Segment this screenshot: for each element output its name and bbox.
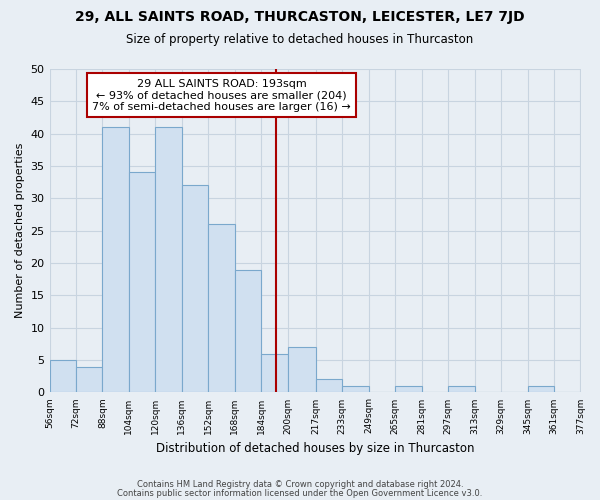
Y-axis label: Number of detached properties: Number of detached properties xyxy=(15,143,25,318)
Bar xyxy=(50,360,76,392)
Bar xyxy=(448,386,475,392)
Bar xyxy=(208,224,235,392)
Text: Contains HM Land Registry data © Crown copyright and database right 2024.: Contains HM Land Registry data © Crown c… xyxy=(137,480,463,489)
Bar xyxy=(527,386,554,392)
Bar xyxy=(395,386,422,392)
Text: 29 ALL SAINTS ROAD: 193sqm
← 93% of detached houses are smaller (204)
7% of semi: 29 ALL SAINTS ROAD: 193sqm ← 93% of deta… xyxy=(92,78,351,112)
Bar xyxy=(288,347,316,393)
Bar xyxy=(235,270,261,392)
Bar xyxy=(316,380,343,392)
Bar xyxy=(129,172,155,392)
Bar xyxy=(261,354,288,393)
Bar xyxy=(343,386,369,392)
Text: Size of property relative to detached houses in Thurcaston: Size of property relative to detached ho… xyxy=(127,32,473,46)
Bar xyxy=(76,366,103,392)
Bar xyxy=(103,127,129,392)
Text: 29, ALL SAINTS ROAD, THURCASTON, LEICESTER, LE7 7JD: 29, ALL SAINTS ROAD, THURCASTON, LEICEST… xyxy=(75,10,525,24)
X-axis label: Distribution of detached houses by size in Thurcaston: Distribution of detached houses by size … xyxy=(156,442,474,455)
Bar xyxy=(155,127,182,392)
Text: Contains public sector information licensed under the Open Government Licence v3: Contains public sector information licen… xyxy=(118,488,482,498)
Bar xyxy=(182,186,208,392)
